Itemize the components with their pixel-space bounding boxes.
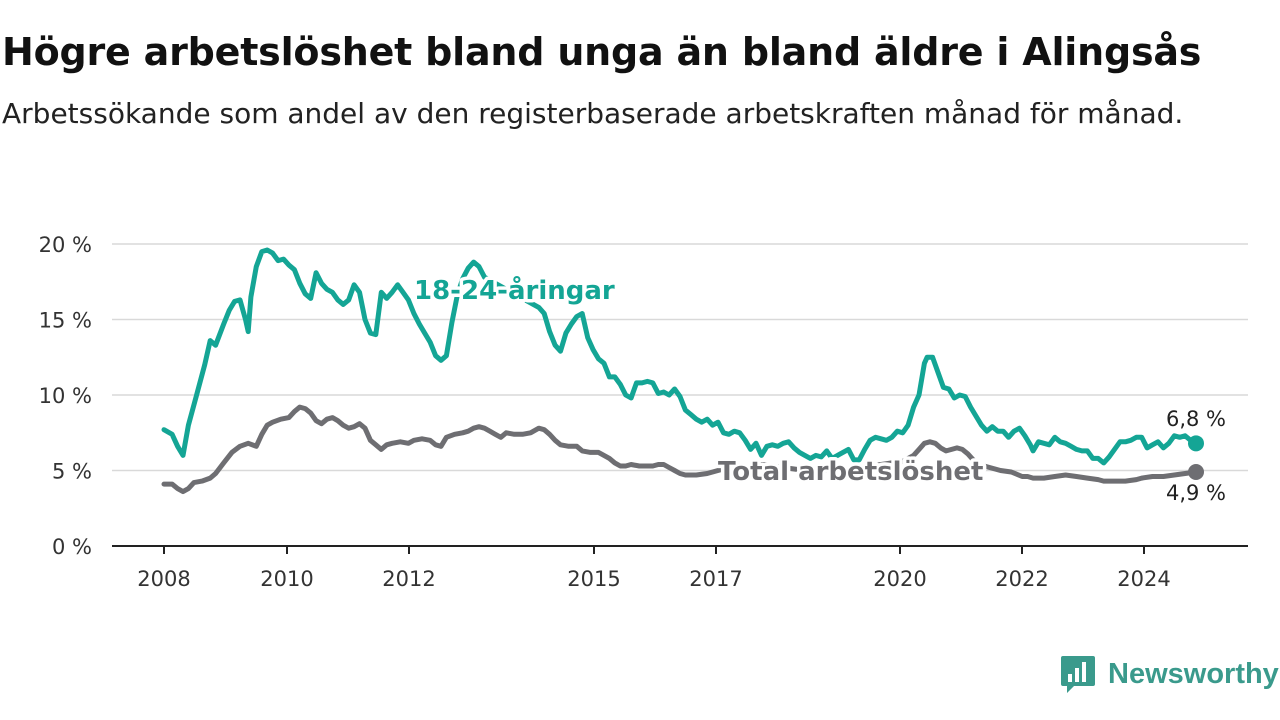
- logo-text: Newsworthy: [1108, 657, 1279, 690]
- y-tick-label: 20 %: [39, 233, 92, 257]
- series-line-total: [161, 404, 1199, 495]
- series-label-youth: 18-24-åringar: [414, 274, 615, 306]
- newsworthy-chart-icon: [1061, 656, 1095, 693]
- x-tick-label: 2008: [137, 567, 190, 591]
- y-tick-label: 5 %: [52, 460, 92, 484]
- y-axis-ticks: 0 % 5 % 10 % 15 % 20 %: [39, 233, 92, 559]
- y-tick-label: 0 %: [52, 535, 92, 559]
- chart-subtitle: Arbetssökande som andel av den registerb…: [2, 97, 1184, 130]
- grid-lines: [112, 243, 1248, 547]
- series-label-total: Total arbetslöshet: [718, 457, 983, 487]
- end-point-total: [1188, 464, 1204, 481]
- x-tick-label: 2020: [873, 567, 926, 591]
- x-tick-label: 2010: [260, 567, 313, 591]
- series-label-total-halo: Total arbetslöshet: [718, 457, 983, 487]
- newsworthy-logo: Newsworthy: [1060, 654, 1279, 694]
- chart-title: Högre arbetslöshet bland unga än bland ä…: [2, 30, 1202, 74]
- x-tick-label: 2017: [689, 567, 742, 591]
- end-label-total: 4,9 %: [1166, 481, 1226, 505]
- end-label-youth: 6,8 %: [1166, 407, 1226, 431]
- series-label-youth-halo: 18-24-åringar: [414, 274, 615, 306]
- end-point-youth: [1188, 435, 1204, 452]
- x-axis-ticks: 2008 2010 2012 2015 2017 2020 2022 2024: [137, 546, 1171, 591]
- series-lines: [161, 247, 1204, 495]
- x-tick-label: 2024: [1117, 567, 1170, 591]
- x-tick-label: 2022: [995, 567, 1048, 591]
- x-tick-label: 2015: [567, 567, 620, 591]
- y-tick-label: 10 %: [39, 384, 92, 408]
- y-tick-label: 15 %: [39, 309, 92, 333]
- series-line-youth: [161, 247, 1199, 466]
- x-tick-label: 2012: [382, 567, 435, 591]
